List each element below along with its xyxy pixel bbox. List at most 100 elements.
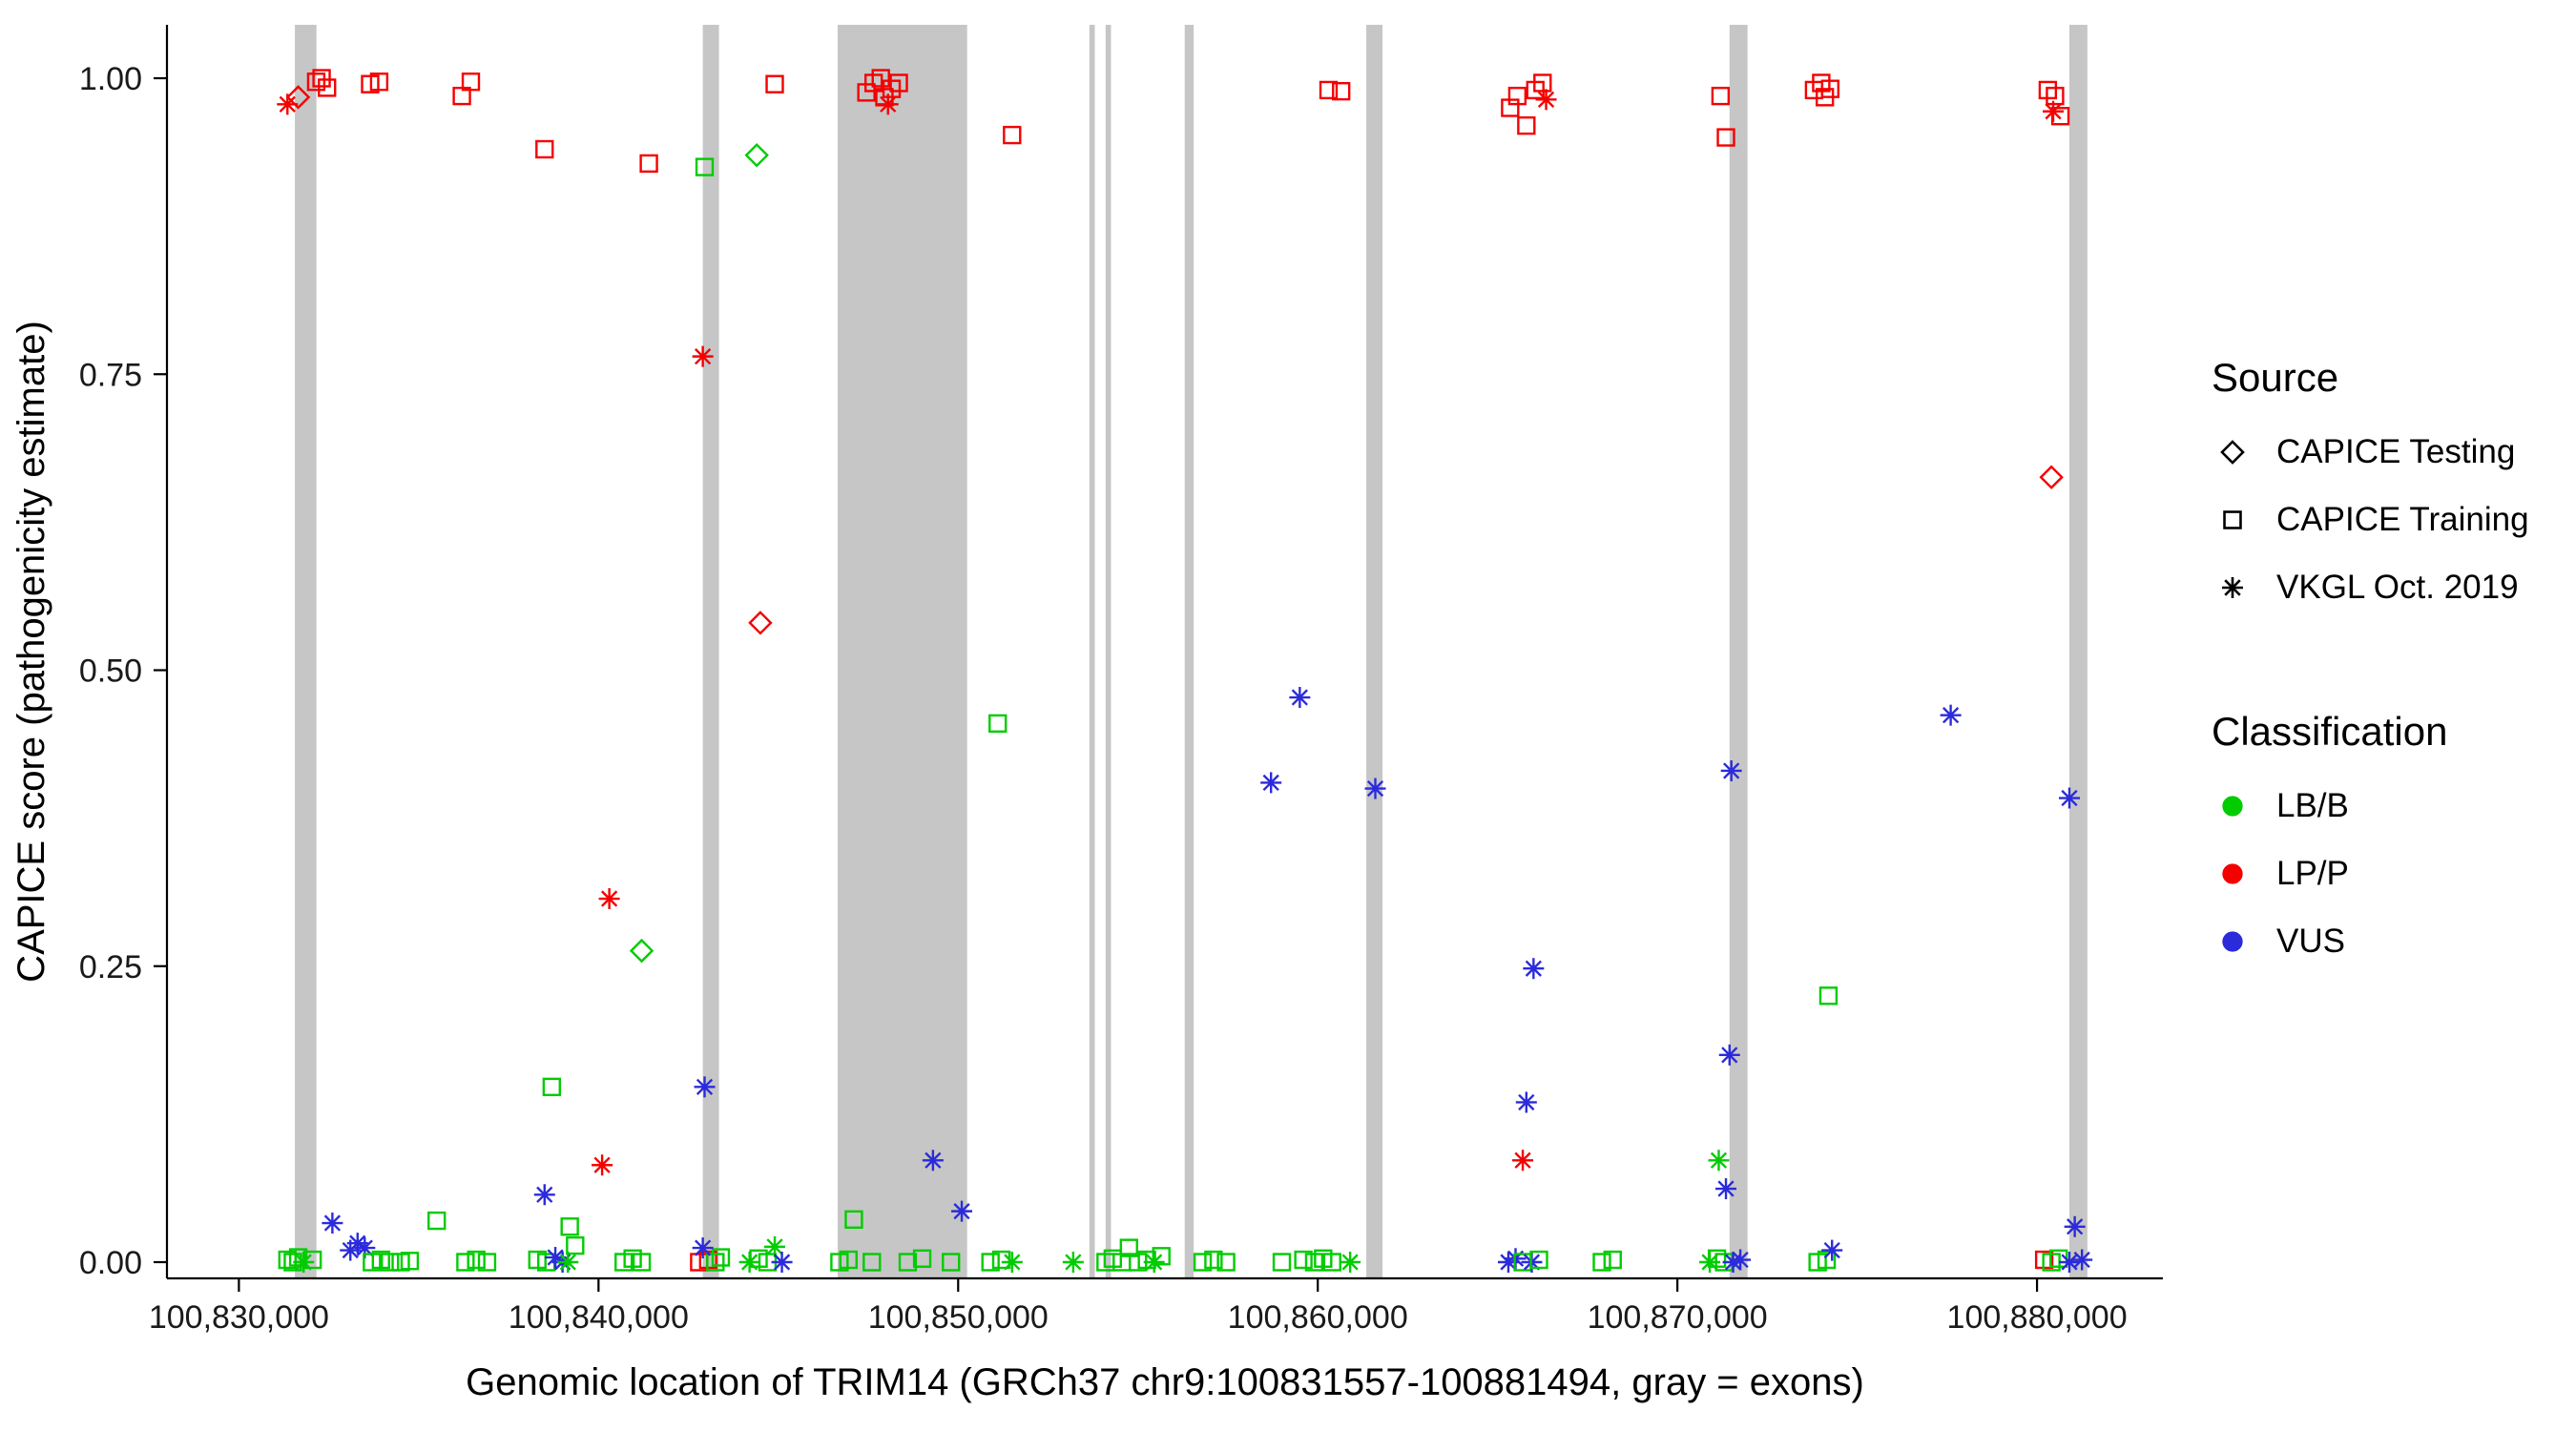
exon-band	[1729, 25, 1748, 1278]
data-point	[1529, 1250, 1548, 1270]
data-point	[951, 1200, 973, 1222]
data-point	[302, 1250, 322, 1270]
x-tick-label: 100,870,000	[1588, 1299, 1768, 1336]
circle-glyph	[2222, 930, 2243, 952]
data-point	[1294, 1250, 1313, 1270]
data-point	[278, 1250, 297, 1270]
data-point	[1715, 1178, 1737, 1200]
legend-classification-items: LB/B LP/P VUS	[2212, 772, 2565, 975]
data-point	[1507, 86, 1527, 106]
data-point	[1711, 86, 1731, 106]
data-point	[1062, 1252, 1084, 1273]
y-tick-label: 0.25	[79, 949, 142, 985]
data-point	[862, 1253, 882, 1272]
legend-item-label: VUS	[2276, 922, 2345, 960]
data-point	[912, 1249, 932, 1268]
data-point	[592, 1154, 613, 1176]
data-point	[1515, 1091, 1537, 1113]
data-point	[467, 1250, 486, 1270]
legend-classification-title: Classification	[2212, 709, 2448, 754]
data-point	[2071, 1249, 2093, 1271]
data-point	[1603, 1250, 1622, 1270]
legend-item-label: LP/P	[2276, 854, 2349, 892]
data-point	[598, 888, 620, 910]
circle-glyph	[2222, 862, 2243, 884]
legend-item-classification: LP/P	[2212, 840, 2565, 907]
data-point	[942, 1253, 961, 1272]
data-point	[871, 69, 890, 88]
data-point	[1592, 1253, 1611, 1272]
data-point	[748, 611, 773, 635]
data-point	[1001, 1252, 1023, 1273]
data-point	[1272, 1253, 1292, 1272]
data-point	[1523, 958, 1545, 980]
data-point	[632, 1253, 652, 1272]
data-point	[1512, 1150, 1534, 1172]
data-point	[535, 139, 554, 159]
data-point	[692, 345, 714, 367]
data-point	[2039, 465, 2064, 489]
data-point	[692, 1237, 714, 1259]
legend-item-label: CAPICE Training	[2276, 500, 2529, 538]
diamond-glyph	[2220, 439, 2245, 465]
asterisk-glyph	[2222, 576, 2243, 598]
data-point	[764, 1235, 786, 1257]
data-point	[1003, 125, 1022, 145]
data-point	[400, 1252, 420, 1271]
x-tick-label: 100,850,000	[868, 1299, 1049, 1336]
circle-icon	[2222, 862, 2243, 884]
diamond-icon	[2220, 439, 2245, 465]
exon-band	[1366, 25, 1383, 1278]
data-point	[306, 73, 326, 92]
data-point	[1718, 1044, 1740, 1066]
data-point	[566, 1235, 585, 1255]
data-point	[560, 1217, 579, 1236]
data-point	[312, 69, 331, 88]
data-point	[889, 73, 908, 93]
data-point	[1289, 687, 1311, 709]
legend-item-source: CAPICE Training	[2212, 486, 2565, 553]
exon-bands	[295, 25, 2088, 1278]
exon-band	[837, 25, 967, 1278]
legend-item-label: LB/B	[2276, 786, 2349, 824]
data-point	[988, 714, 1008, 734]
legend-source-title: Source	[2212, 355, 2339, 400]
data-point	[1216, 1253, 1236, 1272]
data-point	[1319, 80, 1339, 100]
y-tick-label: 0.00	[79, 1245, 142, 1281]
data-point	[1720, 759, 1742, 781]
data-point	[1821, 1239, 1843, 1261]
data-point	[288, 1248, 308, 1267]
y-tick-label: 0.50	[79, 653, 142, 690]
circle-glyph	[2222, 795, 2243, 817]
legend-item-classification: LB/B	[2212, 772, 2565, 840]
data-point	[1517, 115, 1536, 135]
data-point	[1535, 89, 1557, 111]
x-tick-label: 100,840,000	[509, 1299, 689, 1336]
data-point	[557, 1252, 579, 1273]
data-point	[639, 154, 658, 174]
data-point	[318, 78, 337, 97]
data-point	[2064, 1215, 2086, 1237]
legend-item-label: CAPICE Testing	[2276, 432, 2516, 470]
x-axis-ticks: 100,830,000 100,840,000 100,850,000 100,860…	[149, 1278, 2128, 1336]
data-point	[898, 1253, 918, 1272]
data-point	[461, 73, 481, 92]
circle-icon	[2222, 795, 2243, 817]
exon-band	[1089, 25, 1095, 1278]
data-point	[2046, 86, 2065, 106]
data-point	[2050, 107, 2070, 126]
data-point	[381, 1253, 400, 1272]
square-glyph	[2223, 509, 2242, 529]
legend: Source CAPICE Testing CAPICE Training VKGL…	[2212, 355, 2565, 975]
data-point	[456, 1253, 475, 1272]
y-tick-label: 1.00	[79, 61, 142, 97]
x-axis-label: Genomic location of TRIM14 (GRCh37 chr9:…	[466, 1361, 1864, 1403]
exon-band	[702, 25, 719, 1278]
data-point	[369, 73, 389, 92]
data-point	[285, 85, 311, 110]
exon-band	[295, 25, 317, 1278]
data-point	[695, 157, 715, 176]
